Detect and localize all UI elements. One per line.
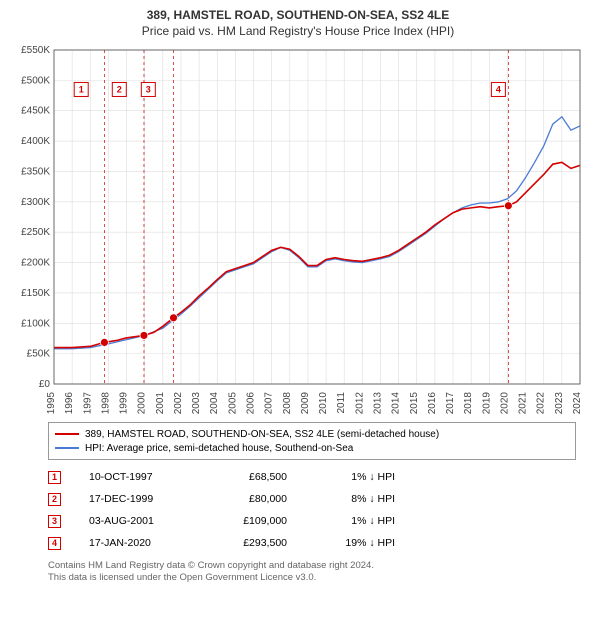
tx-delta: 8% ↓ HPI (315, 493, 395, 505)
svg-text:£100K: £100K (21, 318, 50, 329)
tx-price: £68,500 (217, 471, 287, 483)
svg-text:2011: 2011 (336, 392, 347, 414)
footnote-line2: This data is licensed under the Open Gov… (48, 572, 576, 584)
tx-price: £293,500 (217, 537, 287, 549)
tx-price: £80,000 (217, 493, 287, 505)
tx-delta: 1% ↓ HPI (315, 471, 395, 483)
tx-delta: 19% ↓ HPI (315, 537, 395, 549)
svg-text:£550K: £550K (21, 45, 50, 56)
svg-text:1999: 1999 (119, 392, 130, 414)
svg-text:2013: 2013 (372, 392, 383, 414)
svg-text:2024: 2024 (572, 392, 583, 414)
price-chart: £0 £50K £100K £150K £200K £250K £300K £350K £400… (10, 44, 588, 414)
transaction-row: 1 10-OCT-1997 £68,500 1% ↓ HPI (48, 466, 576, 488)
svg-text:2017: 2017 (445, 392, 456, 414)
svg-text:2008: 2008 (282, 392, 293, 414)
tx-date: 17-DEC-1999 (89, 493, 189, 505)
svg-text:£50K: £50K (27, 349, 51, 360)
svg-text:2003: 2003 (191, 392, 202, 414)
chart-titles: 389, HAMSTEL ROAD, SOUTHEND-ON-SEA, SS2 … (8, 8, 588, 38)
svg-text:2019: 2019 (481, 392, 492, 414)
footnote-line1: Contains HM Land Registry data © Crown c… (48, 560, 576, 572)
svg-text:2022: 2022 (536, 392, 547, 414)
svg-text:1: 1 (79, 84, 84, 94)
legend-swatch-price (55, 433, 79, 435)
svg-text:£450K: £450K (21, 106, 50, 117)
svg-text:2018: 2018 (463, 392, 474, 414)
tx-delta: 1% ↓ HPI (315, 515, 395, 527)
svg-text:2012: 2012 (354, 392, 365, 414)
svg-text:£0: £0 (39, 379, 51, 390)
svg-text:2023: 2023 (554, 392, 565, 414)
svg-text:4: 4 (496, 84, 501, 94)
legend-swatch-hpi (55, 447, 79, 449)
svg-text:1996: 1996 (64, 392, 75, 414)
svg-text:2006: 2006 (246, 392, 257, 414)
svg-text:2010: 2010 (318, 392, 329, 414)
svg-text:2015: 2015 (409, 392, 420, 414)
svg-text:2020: 2020 (499, 392, 510, 414)
svg-text:£400K: £400K (21, 136, 50, 147)
tx-index-box: 2 (48, 493, 61, 506)
svg-text:2002: 2002 (173, 392, 184, 414)
legend-label-price: 389, HAMSTEL ROAD, SOUTHEND-ON-SEA, SS2 … (85, 429, 439, 440)
tx-date: 17-JAN-2020 (89, 537, 189, 549)
legend-item-hpi: HPI: Average price, semi-detached house,… (55, 441, 569, 455)
legend-item-price: 389, HAMSTEL ROAD, SOUTHEND-ON-SEA, SS2 … (55, 427, 569, 441)
tx-index-box: 1 (48, 471, 61, 484)
svg-text:1998: 1998 (100, 392, 111, 414)
transaction-row: 2 17-DEC-1999 £80,000 8% ↓ HPI (48, 488, 576, 510)
svg-text:1997: 1997 (82, 392, 93, 414)
svg-text:2001: 2001 (155, 392, 166, 414)
svg-text:2009: 2009 (300, 392, 311, 414)
svg-text:2000: 2000 (137, 392, 148, 414)
legend: 389, HAMSTEL ROAD, SOUTHEND-ON-SEA, SS2 … (48, 422, 576, 460)
svg-text:2016: 2016 (427, 392, 438, 414)
svg-text:1995: 1995 (46, 392, 57, 414)
tx-date: 10-OCT-1997 (89, 471, 189, 483)
transaction-row: 3 03-AUG-2001 £109,000 1% ↓ HPI (48, 510, 576, 532)
tx-date: 03-AUG-2001 (89, 515, 189, 527)
svg-text:£300K: £300K (21, 197, 50, 208)
svg-text:2005: 2005 (227, 392, 238, 414)
transaction-row: 4 17-JAN-2020 £293,500 19% ↓ HPI (48, 532, 576, 554)
tx-index-box: 4 (48, 537, 61, 550)
svg-text:2007: 2007 (264, 392, 275, 414)
svg-text:£500K: £500K (21, 75, 50, 86)
svg-text:£350K: £350K (21, 166, 50, 177)
svg-text:2021: 2021 (518, 392, 529, 414)
svg-text:3: 3 (146, 84, 151, 94)
legend-label-hpi: HPI: Average price, semi-detached house,… (85, 443, 353, 454)
svg-text:£150K: £150K (21, 288, 50, 299)
title-address: 389, HAMSTEL ROAD, SOUTHEND-ON-SEA, SS2 … (8, 8, 588, 22)
svg-text:2: 2 (117, 84, 122, 94)
footnote: Contains HM Land Registry data © Crown c… (48, 560, 576, 585)
svg-text:2014: 2014 (391, 392, 402, 414)
title-subtitle: Price paid vs. HM Land Registry's House … (8, 24, 588, 38)
svg-text:2004: 2004 (209, 392, 220, 414)
svg-text:£200K: £200K (21, 258, 50, 269)
tx-index-box: 3 (48, 515, 61, 528)
tx-price: £109,000 (217, 515, 287, 527)
svg-text:£250K: £250K (21, 227, 50, 238)
transactions-table: 1 10-OCT-1997 £68,500 1% ↓ HPI 2 17-DEC-1999 £… (48, 466, 576, 554)
